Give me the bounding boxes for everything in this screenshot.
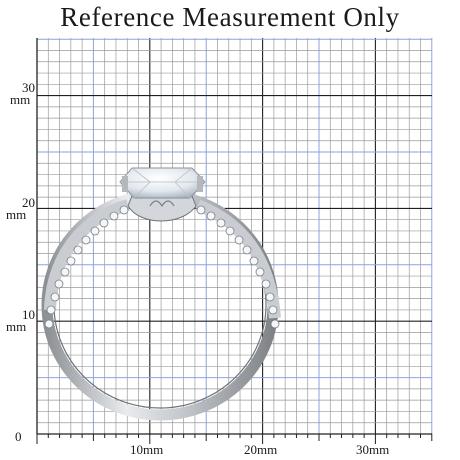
pave-stone <box>249 256 259 266</box>
pave-stone <box>99 218 109 228</box>
ring-head <box>127 195 197 222</box>
y-label-20-unit: mm <box>6 207 27 222</box>
pave-stone <box>81 235 91 245</box>
y-label-10-value: 10 <box>22 307 35 322</box>
pave-stone <box>268 305 278 315</box>
pave-stone <box>234 235 244 245</box>
pave-stone <box>242 245 252 255</box>
pave-stone <box>206 211 216 221</box>
ring-shoulder-left <box>44 199 130 311</box>
pave-stone <box>73 245 83 255</box>
pave-stone <box>255 267 265 277</box>
pave-stone <box>66 256 76 266</box>
pave-stone <box>270 319 280 329</box>
y-label-20: 20 mm <box>6 195 35 222</box>
center-stone <box>119 167 206 199</box>
pave-stone <box>265 292 275 302</box>
origin-label: 0 <box>15 429 22 444</box>
y-label-10-unit: mm <box>6 319 27 334</box>
page-title: Reference Measurement Only <box>60 2 400 32</box>
y-label-10: 10 mm <box>6 307 35 334</box>
x-label-30mm: 30mm <box>356 442 390 457</box>
pave-stone <box>109 211 119 221</box>
pave-stone <box>216 218 226 228</box>
y-label-20-value: 20 <box>22 195 35 210</box>
pave-stones <box>44 205 280 329</box>
pave-stone <box>50 292 60 302</box>
pave-stone <box>196 205 206 215</box>
pave-stone <box>54 279 64 289</box>
pave-stone <box>90 226 100 236</box>
ring-illustration <box>41 167 281 421</box>
ring-shoulder-right <box>195 199 281 319</box>
pave-stone <box>119 205 129 215</box>
pave-stone <box>261 279 271 289</box>
y-label-30: 30 mm <box>10 80 35 107</box>
y-label-30-unit: mm <box>10 92 31 107</box>
pave-stone <box>225 226 235 236</box>
x-label-10mm: 10mm <box>130 442 164 457</box>
pave-stone <box>60 267 70 277</box>
y-label-30-value: 30 <box>22 80 35 95</box>
x-label-20mm: 20mm <box>244 442 278 457</box>
pave-stone <box>46 305 56 315</box>
pave-stone <box>44 319 54 329</box>
